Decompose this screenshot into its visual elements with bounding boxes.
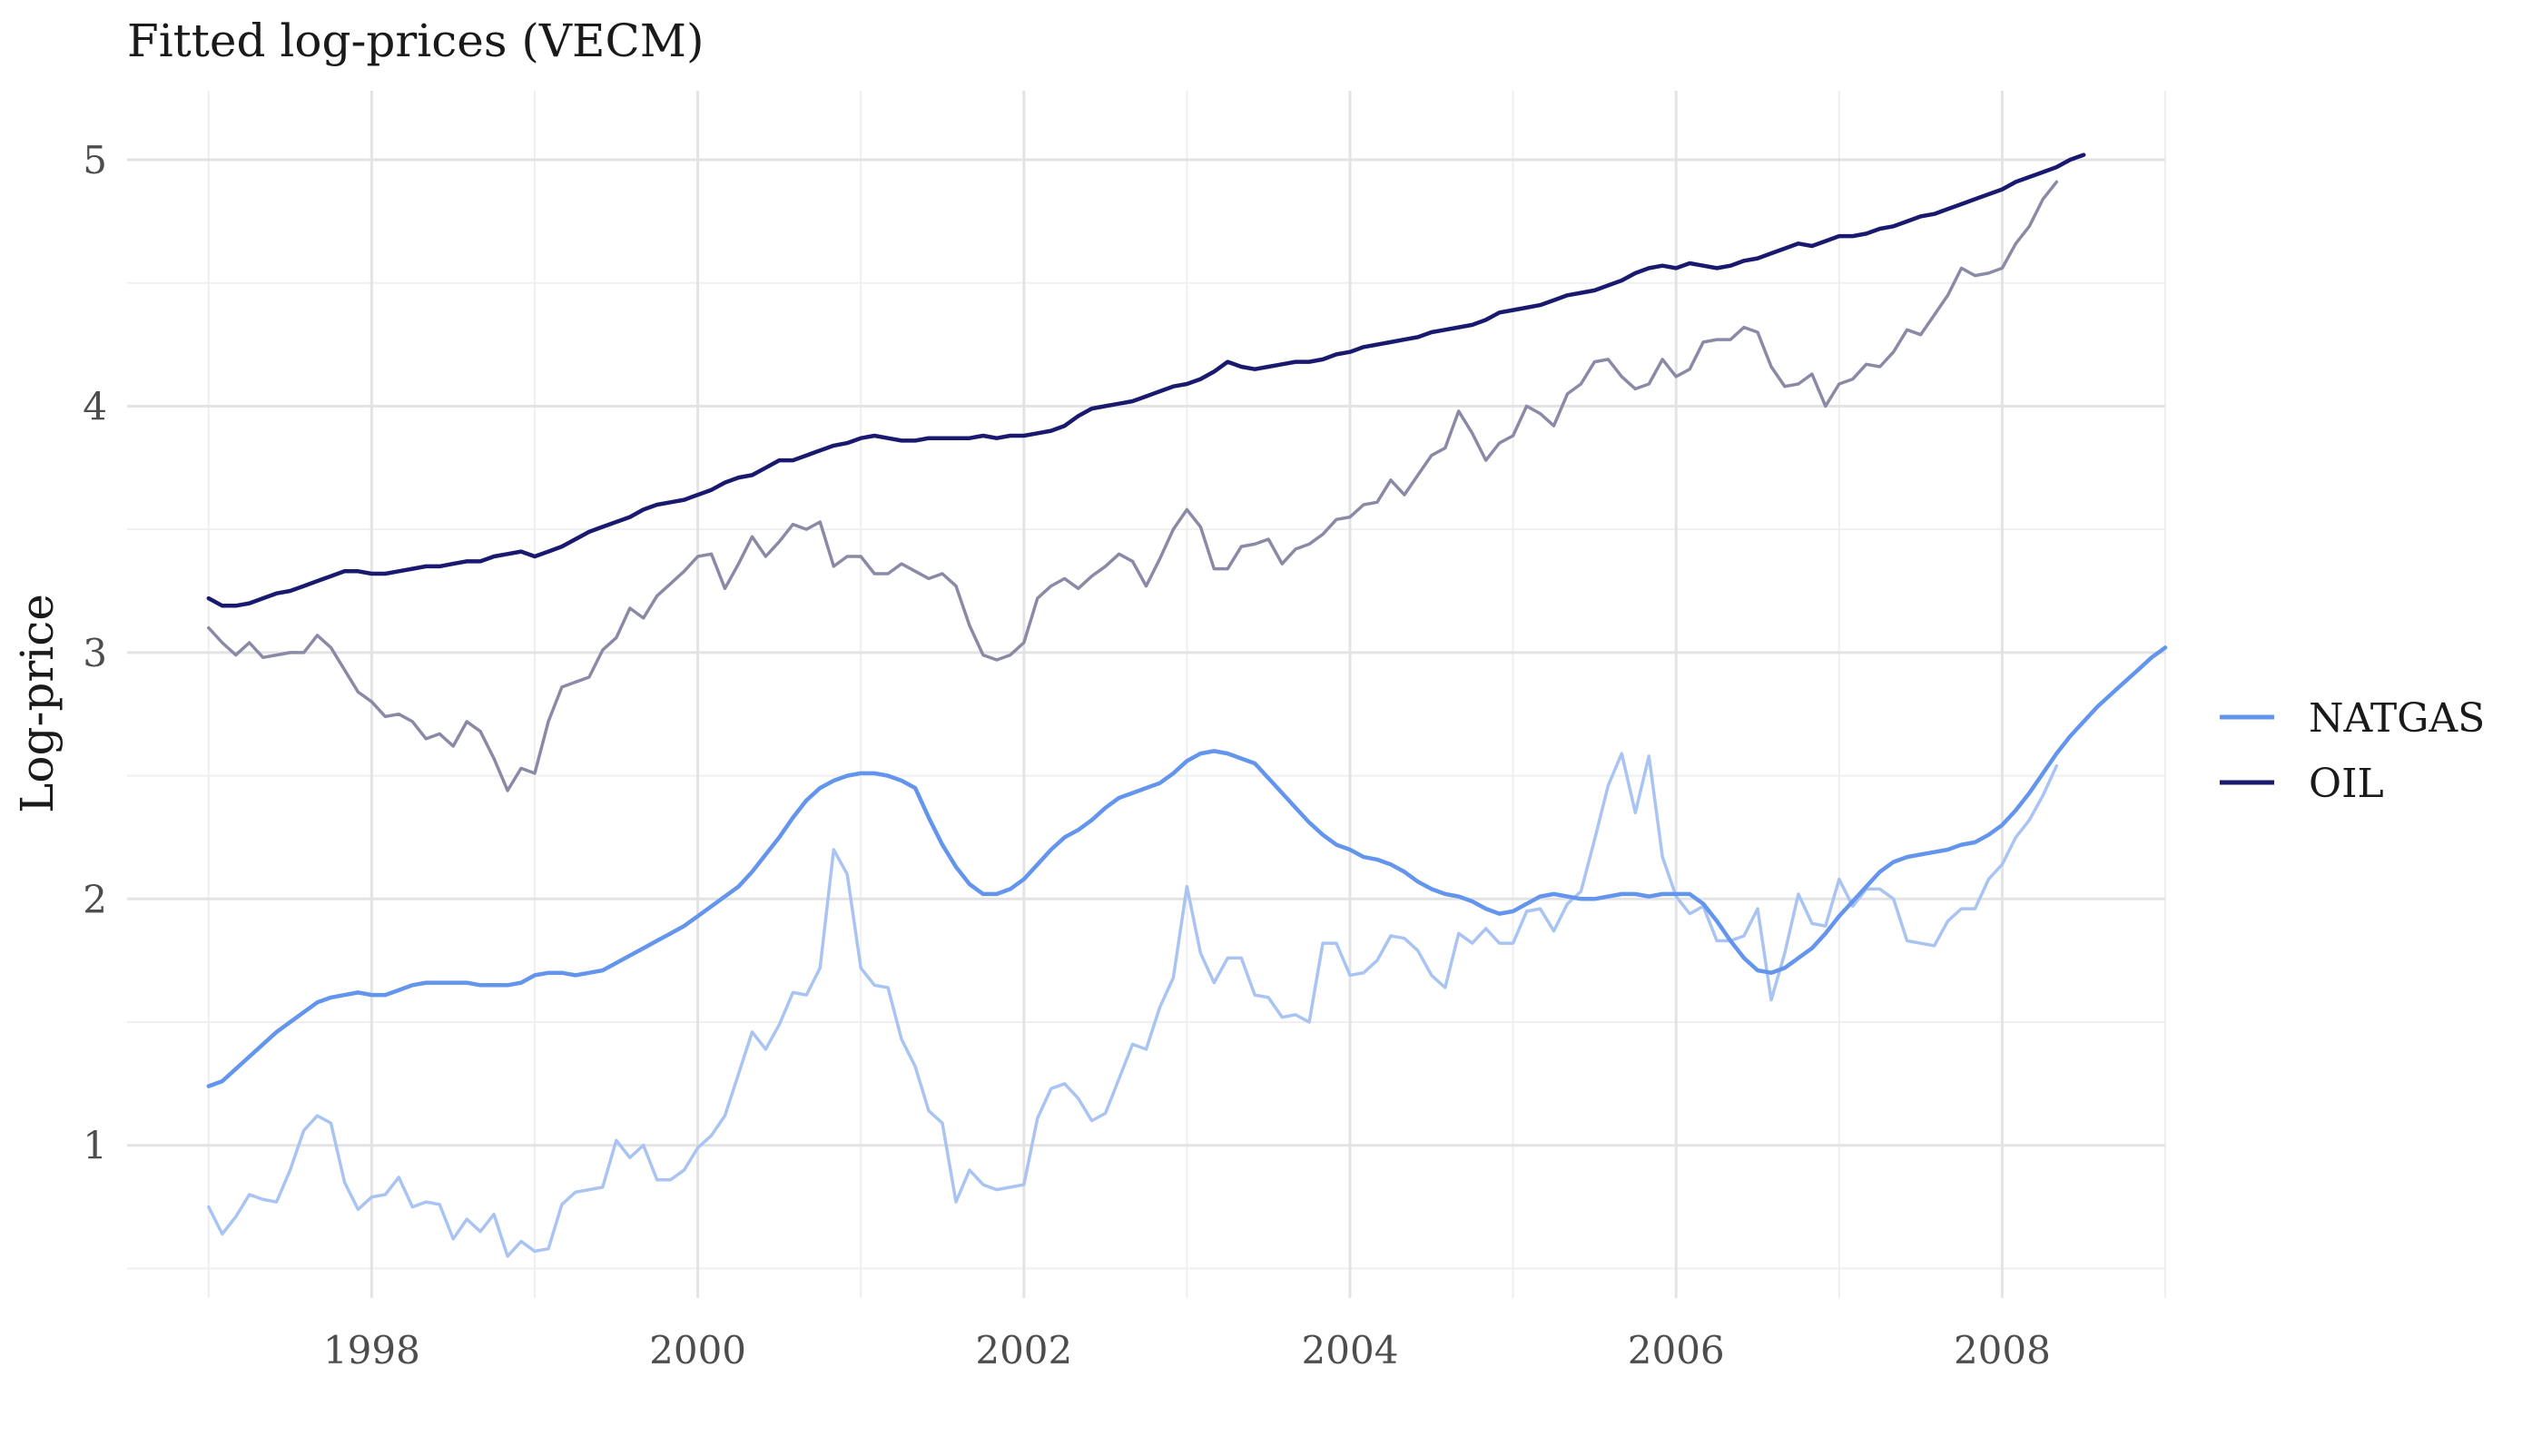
y-axis-tick-labels: 1 2 3 4 5 <box>83 138 107 1168</box>
series-line-natgas-observed <box>207 752 2059 1258</box>
legend-label-oil: OIL <box>2309 761 2384 807</box>
legend-label-natgas: NATGAS <box>2309 695 2485 742</box>
y-axis-title: Log-price <box>11 594 64 813</box>
x-tick-label: 2006 <box>1628 1328 1725 1372</box>
series-line-oil-observed <box>207 180 2059 792</box>
y-tick-label: 5 <box>83 138 107 182</box>
legend: NATGAS OIL <box>2220 695 2485 807</box>
grid-lines <box>127 91 2166 1298</box>
x-tick-label: 2004 <box>1302 1328 1399 1372</box>
y-tick-label: 1 <box>83 1124 107 1168</box>
x-tick-label: 2002 <box>975 1328 1072 1372</box>
x-axis-tick-labels: 1998 2000 2002 2004 2006 2008 <box>323 1328 2051 1372</box>
series-lines <box>206 152 2168 1258</box>
x-tick-label: 2008 <box>1954 1328 2051 1372</box>
chart-title: Fitted log-prices (VECM) <box>127 15 704 67</box>
y-tick-label: 4 <box>83 384 107 428</box>
y-tick-label: 3 <box>83 631 107 675</box>
y-tick-label: 2 <box>83 877 107 921</box>
series-line-oil-fitted <box>206 152 2086 608</box>
x-tick-label: 2000 <box>649 1328 746 1372</box>
series-line-natgas-fitted <box>206 645 2168 1088</box>
x-tick-label: 1998 <box>323 1328 420 1372</box>
